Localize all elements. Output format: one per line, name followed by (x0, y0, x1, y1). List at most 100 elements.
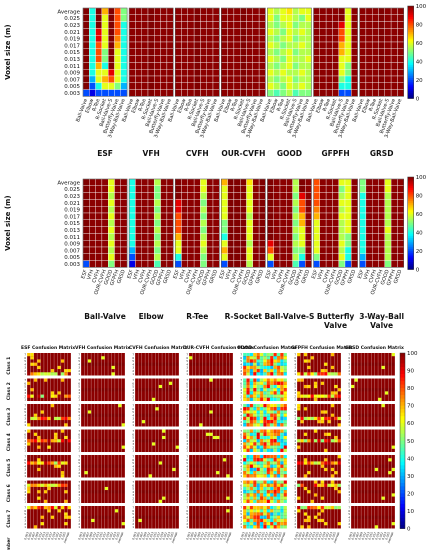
confusion-cell (317, 394, 321, 398)
heatmap-cell (313, 28, 320, 36)
heatmap-cell (89, 199, 96, 207)
confusion-cell (165, 515, 169, 519)
heatmap-cell (154, 75, 161, 83)
heatmap-cell (166, 226, 174, 234)
x-tick-label: CVFH (137, 269, 147, 284)
confusion-cell (64, 439, 68, 443)
confusion-cell (253, 467, 257, 472)
confusion-row-tick: 4 (24, 439, 26, 443)
heatmap-cell (267, 62, 274, 70)
heatmap-cell (338, 48, 346, 56)
confusion-cell (87, 388, 92, 392)
heatmap-cell (279, 55, 287, 63)
heatmap-cell (252, 7, 260, 15)
colorbar-segment (400, 409, 405, 414)
confusion-cell (273, 384, 277, 389)
heatmap-cell (305, 185, 312, 193)
confusion-cell (337, 372, 341, 376)
confusion-cell (246, 384, 250, 389)
confusion-cell (270, 461, 274, 465)
confusion-row-tick: 2 (186, 420, 188, 424)
confusion-cell (276, 442, 281, 446)
heatmap-cell (286, 62, 293, 70)
confusion-cell (320, 506, 325, 510)
heatmap-cell (135, 41, 142, 49)
heatmap-cell (252, 206, 260, 214)
heatmap-cell (212, 35, 220, 43)
heatmap-cell (233, 233, 241, 241)
colorbar-segment (407, 6, 414, 9)
heatmap-cell (273, 35, 281, 43)
colorbar-tick-label: 0 (416, 96, 420, 102)
confusion-cell (351, 439, 355, 443)
heatmap-cell (313, 240, 320, 248)
heatmap-cell (351, 28, 358, 36)
heatmap-cell (351, 89, 358, 97)
heatmap-cell (365, 233, 373, 241)
confusion-row-tick: 6 (240, 432, 242, 436)
confusion-panel (296, 353, 342, 529)
heatmap-cell (206, 212, 214, 220)
confusion-row-tick: 7 (240, 480, 242, 484)
colorbar-segment (407, 225, 414, 228)
confusion-cell (246, 467, 250, 472)
confusion-cell (40, 416, 44, 421)
confusion-cell (283, 496, 287, 500)
confusion-row-tick: 1 (240, 372, 242, 376)
confusion-cell (253, 522, 257, 526)
colorbar-segment (407, 263, 414, 267)
heatmap-cell (89, 89, 96, 97)
heatmap-cell (181, 28, 188, 36)
confusion-row-tick: 3 (24, 493, 26, 497)
confusion-row-tick: 4 (78, 515, 80, 519)
confusion-cell (246, 483, 250, 487)
confusion-cell (84, 388, 88, 392)
heatmap-cell (313, 21, 320, 29)
confusion-cell (313, 461, 318, 465)
colorbar-segment (407, 54, 414, 57)
colorbar-segment (407, 254, 414, 257)
heatmap-cell (212, 21, 220, 29)
confusion-row-tick: 5 (186, 512, 188, 516)
heatmap-cell (160, 233, 168, 241)
confusion-x-tick: 0.011 (253, 531, 260, 540)
confusion-cell (37, 483, 41, 487)
confusion-cell (259, 467, 264, 472)
colorbar-segment (407, 35, 414, 38)
heatmap-cell (378, 62, 385, 70)
confusion-cell (270, 512, 274, 516)
heatmap-cell (372, 48, 379, 56)
confusion-row-tick: 5 (24, 410, 26, 414)
confusion-row-tick: 7 (186, 506, 188, 510)
heatmap-cell (359, 55, 367, 63)
y-tick-label: 0.023 (64, 194, 80, 200)
confusion-cell (121, 445, 125, 449)
heatmap-cell (108, 185, 115, 193)
confusion-row-tick: 3 (132, 493, 134, 497)
heatmap-cell (273, 14, 281, 22)
confusion-cell (351, 413, 355, 417)
confusion-cell (259, 518, 264, 523)
confusion-cell (364, 515, 368, 519)
confusion-cell (199, 362, 203, 366)
confusion-cell (384, 515, 389, 519)
confusion-row-tick: 5 (186, 385, 188, 389)
heatmap-cell (206, 192, 214, 200)
confusion-cell (195, 362, 200, 366)
confusion-row-tick: 5 (78, 410, 80, 414)
confusion-cell (246, 509, 250, 513)
confusion-cell (263, 499, 267, 503)
heatmap-cell (344, 82, 352, 90)
x-tick-label: VFH (86, 269, 95, 281)
confusion-cell (101, 515, 105, 519)
confusion-cell (219, 515, 223, 519)
confusion-cell (60, 359, 65, 363)
heatmap-cell (390, 7, 398, 15)
heatmap-cell (166, 192, 174, 200)
confusion-cell (276, 490, 281, 494)
confusion-row-tick: 2 (132, 496, 134, 500)
heatmap-cell (141, 62, 149, 70)
heatmap-cell (227, 212, 235, 220)
confusion-row-tick: 4 (24, 490, 26, 494)
heatmap-cell (313, 226, 320, 234)
